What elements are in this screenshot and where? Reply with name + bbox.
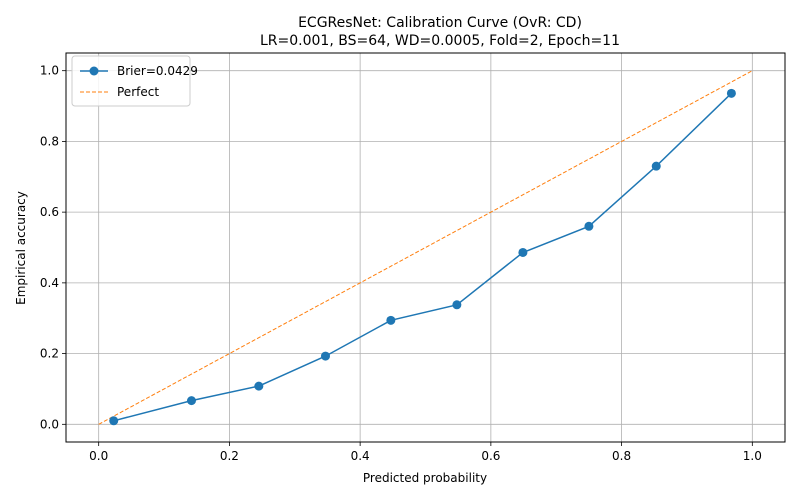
y-tick-label: 0.4 [40, 276, 59, 290]
ticks: 0.0 0.2 0.4 0.6 0.8 1.0 0.0 0.2 0.4 0.6 0.8 1.0 [40, 64, 762, 463]
chart-title: ECGResNet: Calibration Curve (OvR: CD) [298, 15, 582, 31]
legend-box [71, 55, 191, 107]
series-group [98, 70, 753, 426]
data-point [518, 247, 528, 257]
data-point [452, 300, 462, 310]
x-tick-label: 0.4 [351, 449, 370, 463]
brier-series-line [113, 92, 732, 422]
y-tick-label: 0.6 [40, 205, 59, 219]
x-tick-label: 1.0 [743, 449, 762, 463]
x-tick-label: 0.6 [481, 449, 500, 463]
x-axis-label: Predicted probability [363, 471, 487, 485]
data-point [320, 351, 330, 361]
legend-marker-brier [89, 66, 99, 76]
y-tick-label: 1.0 [40, 64, 59, 78]
data-point [186, 396, 196, 406]
legend-label-perfect: Perfect [117, 85, 159, 99]
data-point [254, 381, 264, 391]
data-point [584, 221, 594, 231]
y-tick-label: 0.8 [40, 134, 59, 148]
data-point [651, 161, 661, 171]
y-tick-label: 0.2 [40, 347, 59, 361]
data-point [109, 416, 119, 426]
y-axis-label: Empirical accuracy [14, 191, 28, 305]
x-tick-label: 0.8 [612, 449, 631, 463]
legend-label-brier: Brier=0.0429 [117, 64, 198, 78]
x-tick-label: 0.2 [220, 449, 239, 463]
legend: Brier=0.0429 Perfect [71, 55, 198, 107]
perfect-calibration-line [98, 70, 753, 425]
y-tick-label: 0.0 [40, 417, 59, 431]
data-point [726, 88, 736, 98]
plot-frame [65, 52, 786, 443]
data-point [386, 315, 396, 325]
chart-subtitle: LR=0.001, BS=64, WD=0.0005, Fold=2, Epoc… [260, 33, 620, 49]
x-tick-label: 0.0 [89, 449, 108, 463]
